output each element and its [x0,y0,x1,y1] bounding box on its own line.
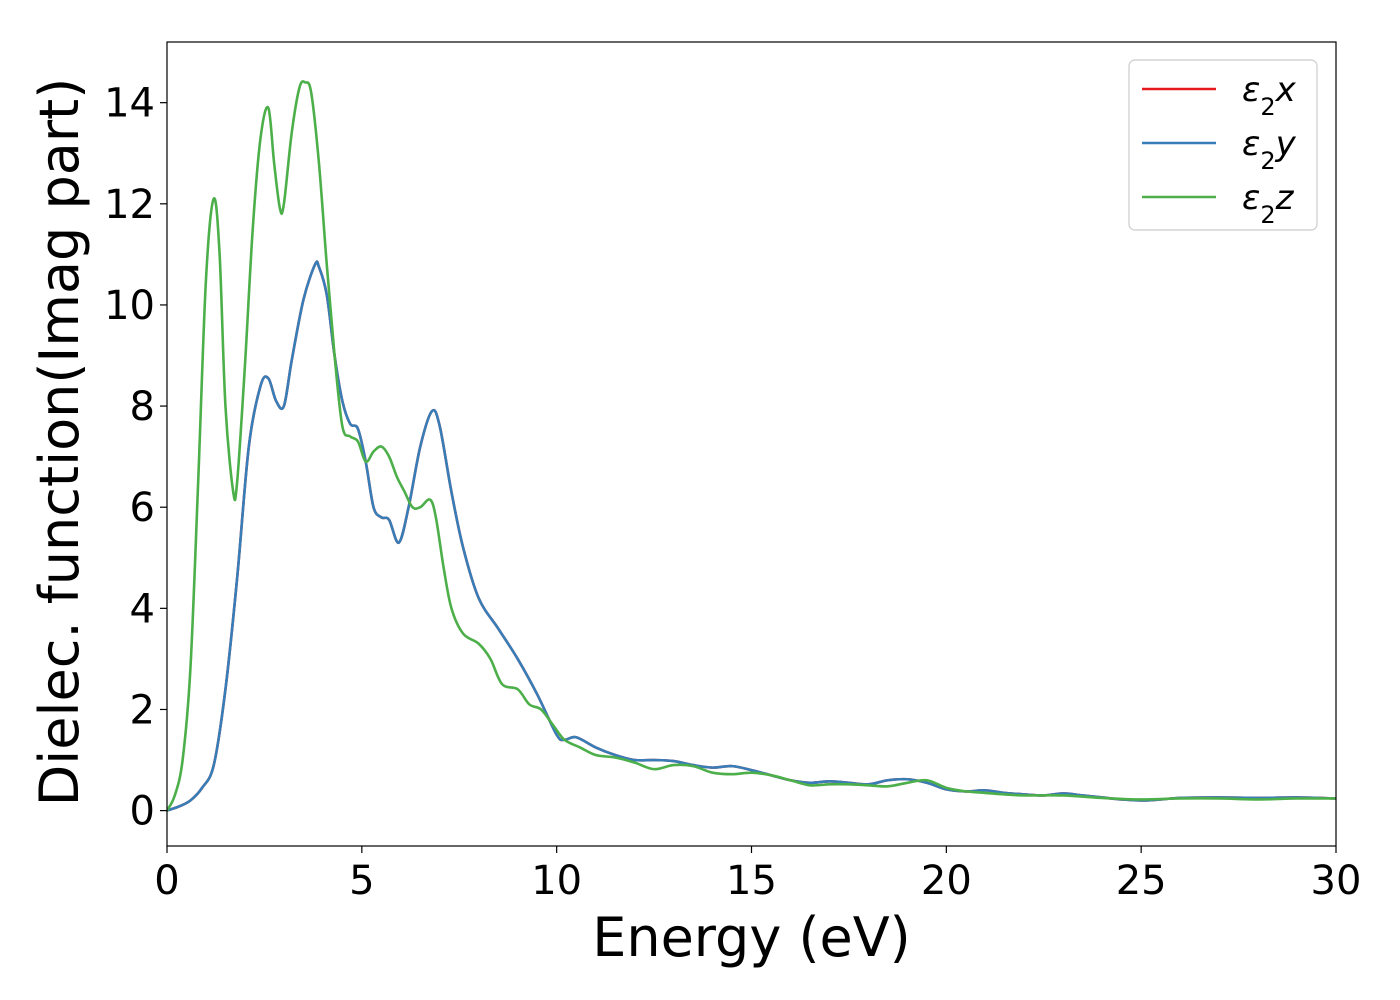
y-tick-label: 0 [130,789,155,835]
series-line-y [167,260,1336,812]
legend-label-x: ε2x [1242,70,1297,121]
y-tick-label: 8 [130,384,155,430]
legend-label-z: ε2z [1242,178,1295,229]
x-tick-label: 30 [1311,858,1362,904]
y-tick-label: 14 [104,81,155,127]
y-tick-label: 6 [130,485,155,531]
y-tick-label: 12 [104,182,155,228]
x-tick-label: 10 [531,858,582,904]
y-axis-label: Dielec. function(Imag part) [28,78,91,807]
series-line-x [167,260,1336,812]
x-tick-label: 25 [1116,858,1167,904]
y-tick-label: 10 [104,283,155,329]
y-tick-label: 2 [130,687,155,733]
x-axis-label: Energy (eV) [592,906,911,969]
x-axis: 0 5 10 15 20 25 30 [154,846,1361,904]
series-line-z [167,80,1336,812]
y-tick-label: 4 [130,586,155,632]
x-tick-label: 0 [154,858,179,904]
y-axis: 0 2 4 6 8 10 12 14 [104,81,167,835]
legend-box [1128,59,1318,231]
x-tick-label: 20 [921,858,972,904]
legend-label-y: ε2y [1242,124,1297,175]
x-tick-label: 5 [349,858,374,904]
x-tick-label: 15 [726,858,777,904]
series-layer [167,80,1336,812]
